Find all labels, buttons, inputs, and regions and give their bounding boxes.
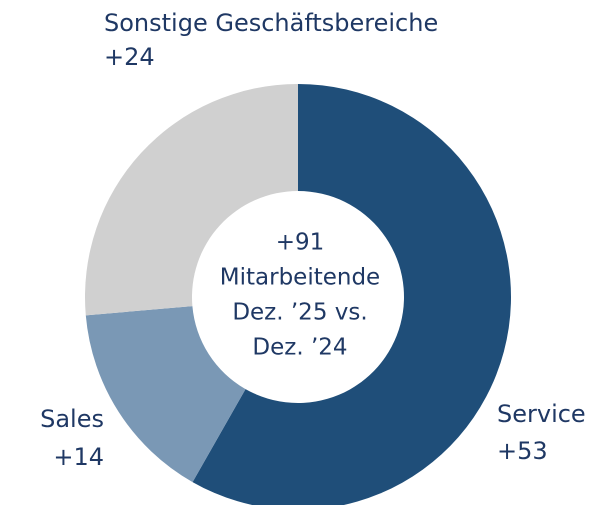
segment-label: Service — [497, 400, 586, 428]
donut-segment — [85, 306, 246, 483]
donut-segment — [192, 84, 511, 505]
center-text: Dez. ’25 vs. — [232, 300, 367, 326]
segment-value-label: +24 — [104, 43, 155, 71]
segment-label: Sonstige Geschäftsbereiche — [104, 9, 438, 37]
segment-value-label: +14 — [53, 443, 104, 471]
center-text: Mitarbeitende — [220, 265, 380, 291]
segment-value-label: +53 — [497, 437, 548, 465]
donut-segment — [84, 84, 298, 316]
segment-label: Sales — [40, 405, 104, 433]
center-text: +91 — [276, 230, 325, 256]
center-text: Dez. ’24 — [252, 335, 347, 361]
